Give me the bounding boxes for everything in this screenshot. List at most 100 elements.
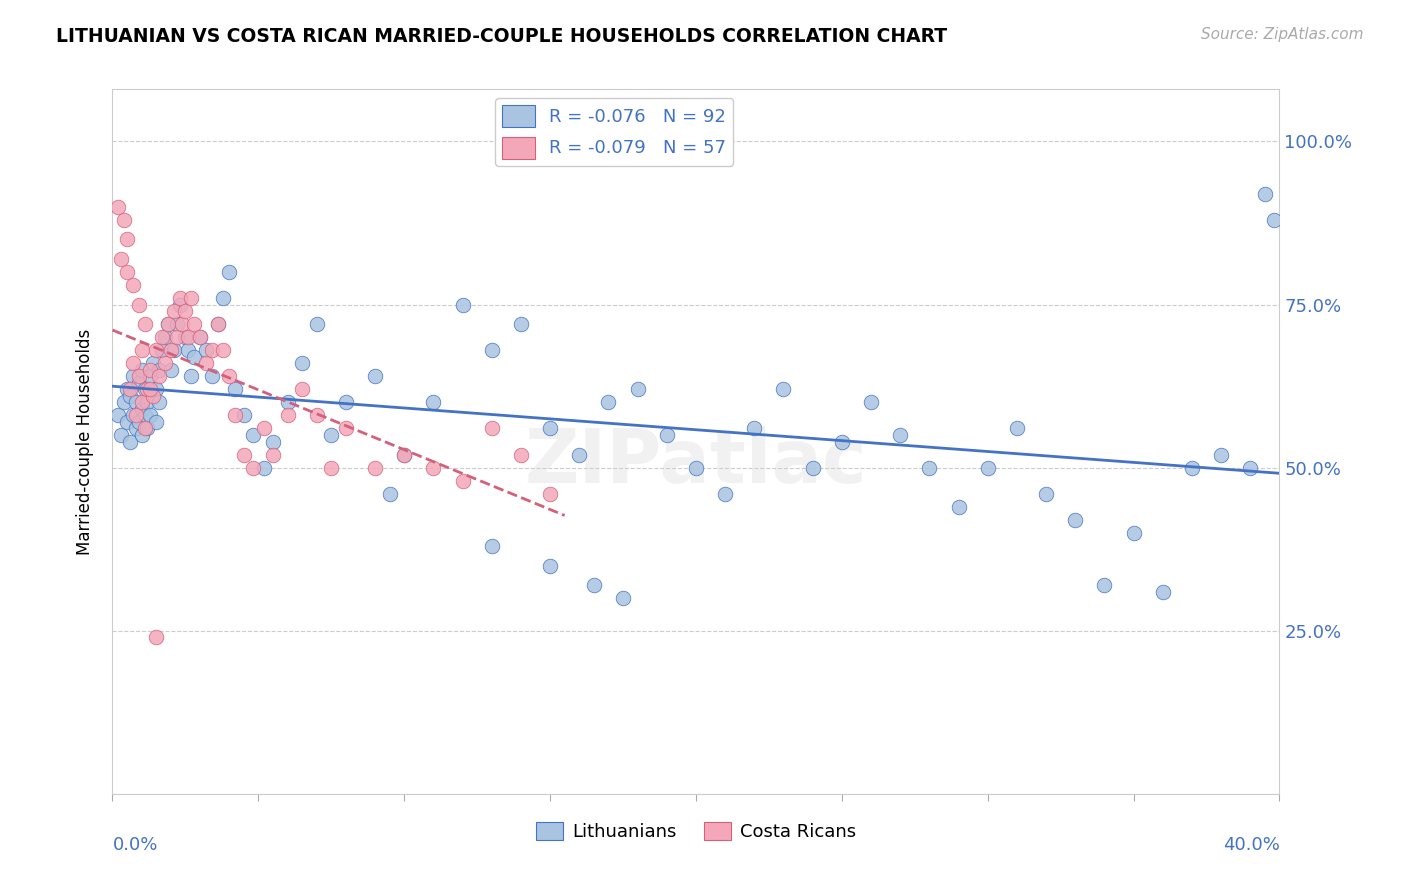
Point (115, 265, 138, 279)
Point (1254, 186, 1277, 201)
Point (918, 460, 941, 475)
Point (122, 409, 145, 423)
Point (224, 409, 246, 423)
Point (378, 487, 401, 501)
Point (153, 330, 176, 344)
Point (801, 460, 824, 475)
Point (128, 415, 150, 429)
Point (107, 409, 129, 423)
Point (262, 434, 284, 449)
Point (509, 448, 531, 462)
Point (134, 382, 156, 396)
Point (207, 317, 229, 331)
Point (112, 395, 135, 409)
Point (169, 297, 191, 311)
Point (128, 376, 150, 390)
Point (150, 343, 173, 358)
Point (115, 415, 138, 429)
Point (481, 421, 503, 435)
Point (194, 343, 217, 358)
Point (242, 460, 264, 475)
Point (136, 421, 159, 435)
Point (177, 343, 200, 358)
Point (1064, 513, 1087, 527)
Point (212, 291, 235, 305)
Point (110, 428, 132, 442)
Point (201, 369, 224, 384)
Point (655, 428, 678, 442)
Point (156, 317, 179, 331)
Point (224, 382, 246, 396)
Point (481, 539, 503, 553)
Point (183, 350, 205, 364)
Point (122, 277, 145, 292)
Point (183, 317, 205, 331)
Point (112, 212, 135, 227)
Text: 40.0%: 40.0% (1223, 836, 1279, 855)
Point (1263, 212, 1285, 227)
Point (166, 317, 188, 331)
Point (188, 330, 211, 344)
Point (714, 487, 737, 501)
Point (598, 395, 620, 409)
Point (142, 389, 165, 403)
Point (627, 382, 650, 396)
Point (122, 369, 145, 384)
Point (538, 487, 561, 501)
Point (131, 395, 153, 409)
Point (174, 330, 197, 344)
Point (160, 363, 183, 377)
Point (136, 382, 159, 396)
Point (125, 395, 148, 409)
Point (136, 395, 159, 409)
Point (232, 409, 254, 423)
Point (232, 448, 254, 462)
Point (364, 460, 387, 475)
Point (169, 291, 191, 305)
Point (131, 363, 153, 377)
Point (1122, 525, 1144, 540)
Point (1005, 421, 1028, 435)
Point (451, 297, 474, 311)
Point (145, 415, 167, 429)
Point (139, 363, 162, 377)
Point (172, 317, 194, 331)
Point (394, 448, 416, 462)
Text: ZIPatlас: ZIPatlас (524, 426, 868, 500)
Point (481, 343, 503, 358)
Point (194, 356, 217, 370)
Point (166, 330, 188, 344)
Point (207, 317, 229, 331)
Point (163, 304, 186, 318)
Point (1209, 448, 1232, 462)
Text: LITHUANIAN VS COSTA RICAN MARRIED-COUPLE HOUSEHOLDS CORRELATION CHART: LITHUANIAN VS COSTA RICAN MARRIED-COUPLE… (56, 27, 948, 45)
Point (131, 401, 153, 416)
Point (1239, 460, 1261, 475)
Point (291, 356, 314, 370)
Point (889, 428, 911, 442)
Point (139, 382, 162, 396)
Point (276, 409, 298, 423)
Point (976, 460, 998, 475)
Point (335, 395, 357, 409)
Point (305, 409, 328, 423)
Point (128, 297, 150, 311)
Point (1035, 487, 1057, 501)
Point (538, 558, 561, 573)
Point (321, 428, 343, 442)
Point (276, 395, 298, 409)
Point (131, 428, 153, 442)
Point (242, 428, 264, 442)
Point (145, 382, 167, 396)
Y-axis label: Married-couple Households: Married-couple Households (76, 328, 94, 555)
Point (321, 460, 343, 475)
Point (1152, 584, 1174, 599)
Point (125, 409, 148, 423)
Point (118, 389, 141, 403)
Point (118, 434, 141, 449)
Point (115, 382, 138, 396)
Point (122, 356, 145, 370)
Point (150, 330, 173, 344)
Point (134, 409, 156, 423)
Point (262, 448, 284, 462)
